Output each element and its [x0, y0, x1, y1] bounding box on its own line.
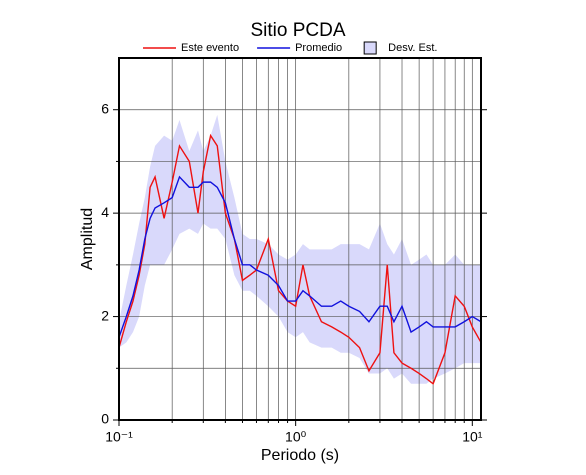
y-axis-label: Amplitud [79, 208, 96, 270]
x-axis-label: Periodo (s) [261, 447, 339, 464]
legend-label: Promedio [295, 42, 342, 54]
y-tick-label: 6 [101, 100, 109, 116]
plot-frame [118, 57, 482, 421]
y-tick-label: 2 [101, 307, 109, 323]
chart-title: Sitio PCDA [250, 20, 345, 41]
x-tick-label: 10⁰ [285, 429, 307, 445]
std-band [119, 114, 481, 384]
x-tick-label: 10¹ [462, 429, 483, 445]
x-tick-label: 10⁻¹ [105, 429, 133, 445]
series-line [118, 175, 482, 338]
y-tick-label: 4 [101, 204, 109, 220]
y-tick-label: 0 [101, 411, 109, 427]
legend-swatch [363, 41, 377, 55]
legend-label: Este evento [181, 42, 239, 54]
legend-label: Desv. Est. [388, 42, 437, 54]
